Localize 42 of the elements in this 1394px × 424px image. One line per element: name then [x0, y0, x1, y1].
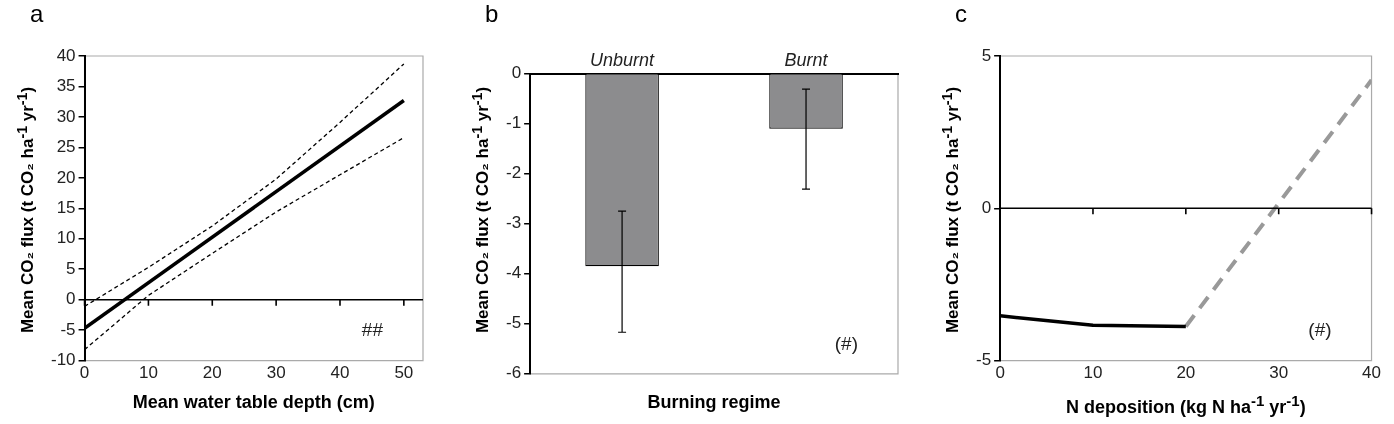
x-tick-label: 30: [266, 363, 286, 383]
y-tick-label: 10: [56, 228, 76, 248]
chart-title: c: [955, 0, 967, 28]
x-tick-label: 10: [1083, 363, 1103, 383]
y-tick-label: 20: [56, 167, 76, 187]
x-tick-label: 30: [1269, 363, 1289, 383]
x-tick-label: Unburnt: [590, 49, 656, 70]
x-tick-label: 20: [1176, 363, 1196, 383]
y-tick-label: 35: [56, 76, 76, 96]
y-tick-label: 30: [56, 106, 76, 126]
x-axis-title: N deposition (kg N ha$^{-1}$ yr$^{-1}$): [1065, 392, 1306, 418]
y-tick-label: -5: [975, 350, 992, 370]
x-axis-title: Burning regime: [647, 392, 781, 413]
y-tick-label: -6: [505, 363, 522, 383]
y-tick-label: 0: [981, 197, 992, 217]
y-tick-label: 5: [981, 45, 992, 65]
x-tick-label: 40: [330, 363, 350, 383]
y-tick-label: 25: [56, 137, 76, 157]
y-tick-label: -4: [505, 263, 522, 283]
y-tick-label: -1: [505, 113, 522, 133]
x-tick-label: 10: [138, 363, 158, 383]
x-axis-title: Mean water table depth (cm): [132, 392, 375, 413]
chart-title: b: [485, 0, 499, 28]
x-tick-label: Burnt: [784, 49, 829, 70]
y-tick-label: -10: [50, 350, 76, 370]
y-tick-label: 15: [56, 197, 76, 217]
x-tick-label: 0: [995, 363, 1005, 383]
x-tick-label: 40: [1362, 363, 1382, 383]
y-tick-label: -5: [505, 313, 522, 333]
annotation: (#): [834, 332, 858, 354]
y-tick-label: -3: [505, 213, 522, 233]
y-tick-label: 0: [66, 289, 76, 309]
chart-title: a: [30, 0, 44, 28]
y-tick-label: 0: [511, 63, 522, 83]
x-tick-label: 20: [202, 363, 222, 383]
y-tick-label: -2: [505, 163, 522, 183]
y-tick-label: 5: [66, 258, 76, 278]
x-tick-label: 0: [79, 363, 90, 383]
y-tick-label: -5: [60, 319, 76, 339]
annotation: ##: [361, 319, 384, 341]
x-tick-label: 50: [394, 363, 414, 383]
annotation: (#): [1308, 319, 1332, 341]
